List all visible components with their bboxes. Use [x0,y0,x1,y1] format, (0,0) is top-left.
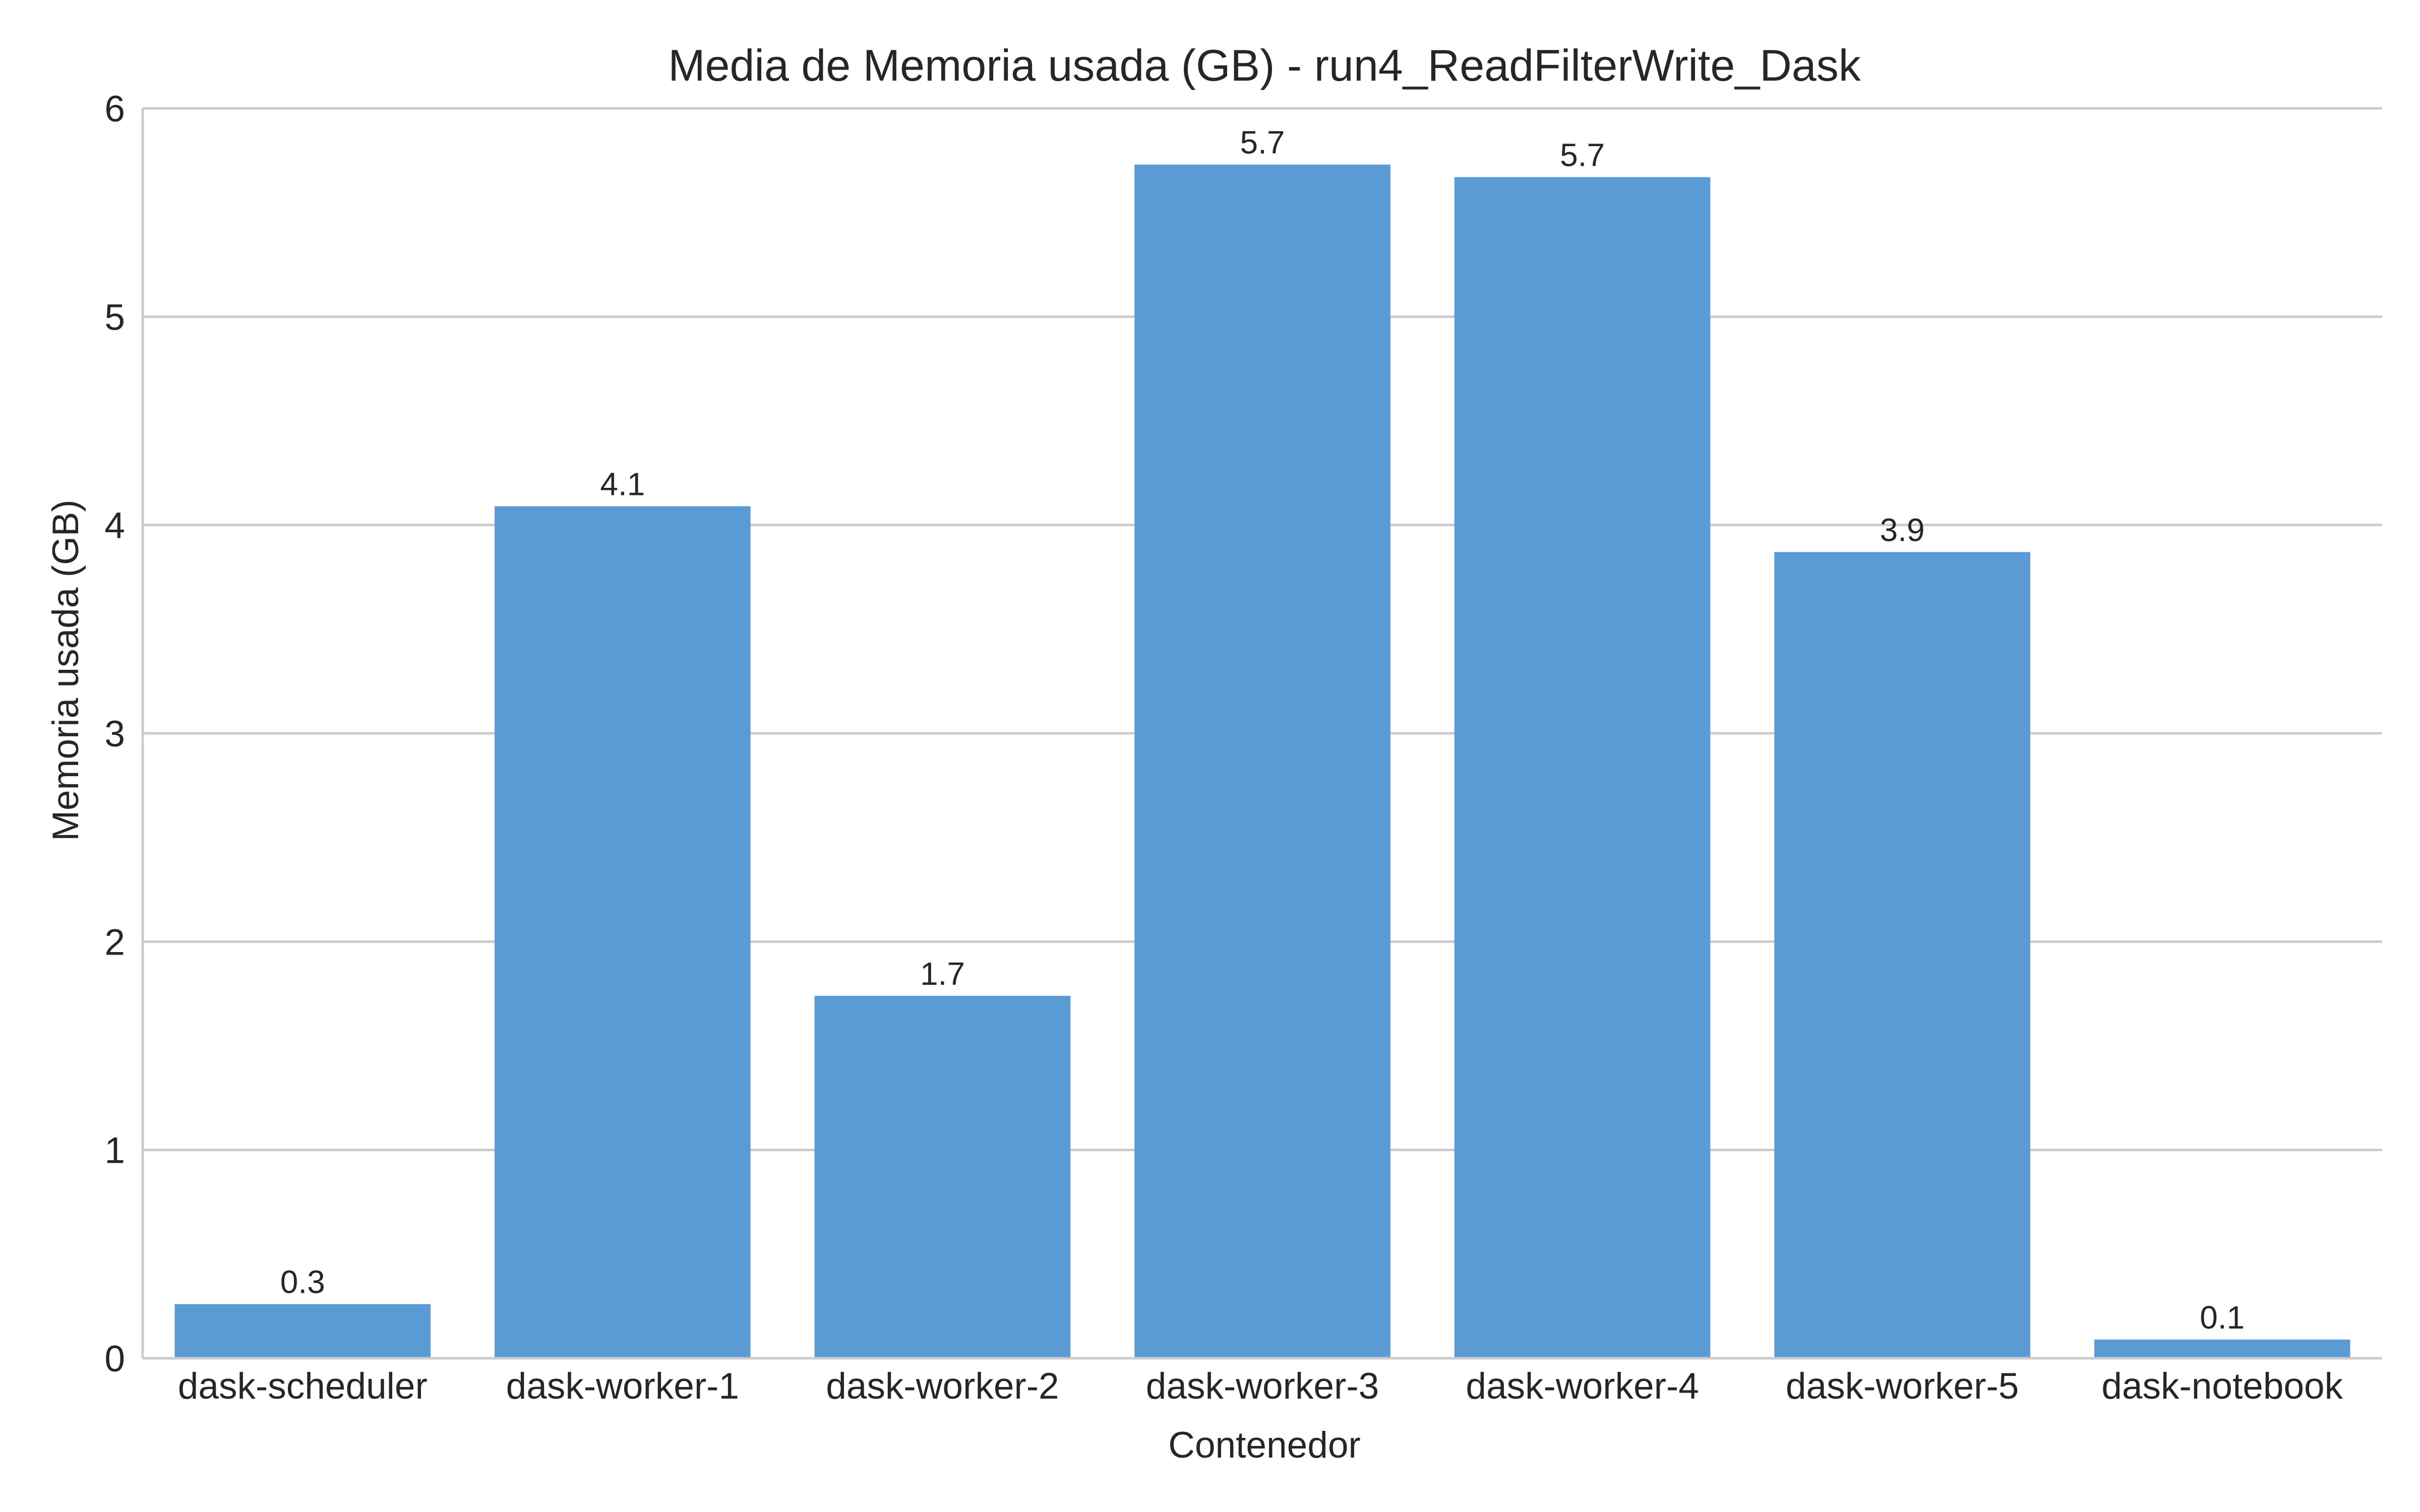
bar-value-label: 5.7 [1560,137,1605,173]
bar [2094,1339,2350,1358]
bar [1134,164,1390,1358]
bar [495,506,751,1358]
y-tick-label: 3 [104,714,125,754]
y-tick-label: 2 [104,922,125,963]
y-tick-label: 5 [104,297,125,338]
bar-value-label: 1.7 [920,956,965,992]
x-tick-label: dask-worker-2 [826,1366,1059,1407]
x-tick-label: dask-worker-1 [506,1366,739,1407]
bar [1454,177,1711,1359]
bar-value-label: 0.1 [2200,1299,2245,1336]
label-layer: 0 1 2 3 4 5 6 0.3 dask-scheduler 4.1 dask-worker-1… [104,89,2343,1407]
y-tick-label: 6 [104,89,125,130]
bar-value-label: 0.3 [280,1264,325,1300]
y-tick-label: 4 [104,506,125,546]
axis-layer [141,108,2382,1360]
x-tick-label: dask-worker-3 [1146,1366,1379,1407]
bar-value-label: 4.1 [600,466,645,502]
x-tick-label: dask-notebook [2101,1366,2343,1407]
bar [1774,552,2030,1358]
bar [814,995,1071,1358]
x-axis-title: Contenedor [1168,1425,1361,1466]
chart-title: Media de Memoria usada (GB) - run4_ReadF… [668,40,1861,90]
bar-value-label: 3.9 [1880,512,1925,548]
x-tick-label: dask-worker-4 [1466,1366,1699,1407]
x-tick-label: dask-scheduler [178,1366,428,1407]
y-axis-title: Memoria usada (GB) [45,499,86,841]
x-tick-label: dask-worker-5 [1786,1366,2019,1407]
bar [174,1304,431,1358]
bar-value-label: 5.7 [1240,124,1285,161]
y-tick-label: 1 [104,1130,125,1171]
bar-layer [174,164,2350,1359]
y-tick-label: 0 [104,1339,125,1379]
